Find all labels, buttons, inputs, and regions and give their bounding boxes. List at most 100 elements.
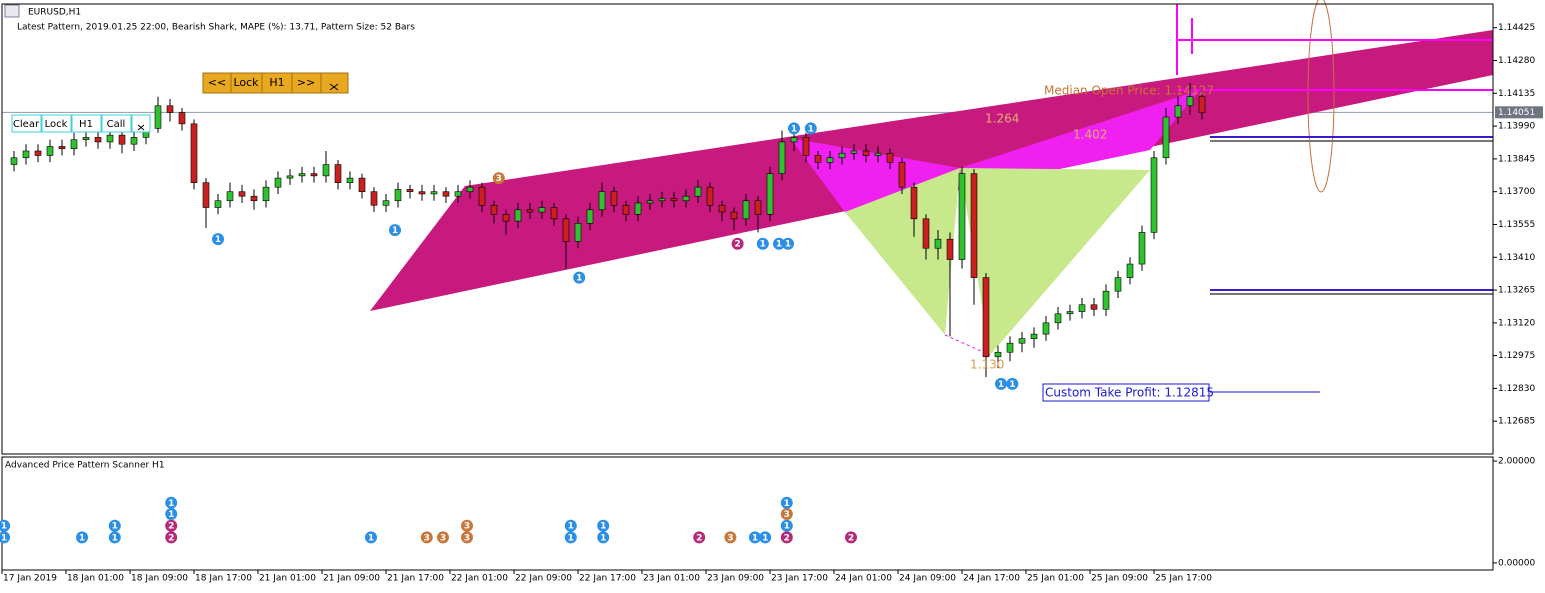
panel-button-label[interactable]: H1 — [79, 119, 93, 130]
pattern-marker — [731, 237, 744, 250]
annotations: Median Open Price: 1.14127 1.264 1.402 1… — [970, 84, 1214, 402]
panel-close-button[interactable] — [131, 114, 151, 133]
nav-toolbar: << Lock H1 >> — [202, 72, 349, 94]
ratio-label: 1.402 — [1073, 128, 1107, 142]
candle-body — [358, 177, 366, 192]
candle-body — [1138, 232, 1146, 265]
pattern-marker-label: 1 — [752, 533, 758, 543]
candle-body — [1114, 277, 1122, 292]
y-tick-label: 1.14135 — [1498, 89, 1535, 99]
candle-body — [622, 204, 630, 215]
candle-body — [1018, 338, 1026, 344]
nav-button-label[interactable]: H1 — [269, 76, 284, 89]
candle-body — [382, 200, 390, 206]
x-tick-label: 23 Jan 09:00 — [707, 574, 764, 584]
pattern-marker-label: 1 — [112, 522, 118, 532]
pattern-marker — [492, 172, 505, 185]
pattern-marker — [780, 496, 793, 509]
panel-button[interactable] — [101, 114, 132, 133]
candle-body — [238, 191, 246, 197]
candles — [10, 83, 1206, 378]
candle-body — [466, 186, 474, 192]
pattern-leg — [960, 168, 1150, 355]
candle-body — [34, 150, 42, 156]
pattern-marker — [389, 224, 401, 237]
nav-button-label[interactable]: >> — [297, 76, 315, 89]
candle-body — [574, 223, 582, 242]
candle-body — [958, 173, 966, 260]
candle-body — [802, 137, 810, 156]
pattern-zone — [790, 90, 1200, 212]
pattern-marker — [437, 531, 449, 544]
pattern-marker-label: 1 — [808, 124, 814, 134]
candle-body — [490, 204, 498, 215]
candle-body — [1030, 333, 1038, 339]
candle-body — [178, 112, 186, 125]
candle-body — [310, 173, 318, 177]
pattern-marker — [804, 122, 817, 135]
candle-body — [886, 152, 894, 163]
pattern-marker — [108, 531, 121, 544]
pattern-overlay — [370, 0, 1493, 393]
candle-body — [1066, 311, 1074, 315]
nav-close-button[interactable] — [320, 72, 349, 94]
pattern-marker-label: 1 — [784, 522, 790, 532]
candle-body — [166, 105, 174, 113]
symbol-icon — [4, 4, 20, 18]
pattern-marker-label: 1 — [600, 533, 606, 543]
candle-body — [394, 189, 402, 202]
candle-body — [298, 173, 306, 177]
candle-body — [250, 195, 258, 202]
candle-body — [274, 177, 282, 188]
panel-button-label[interactable]: Clear — [13, 119, 40, 130]
candle-body — [850, 150, 858, 154]
candle-body — [1078, 304, 1086, 312]
candle-body — [730, 211, 738, 220]
candle-body — [1042, 322, 1050, 335]
candle-body — [610, 191, 618, 206]
panel-button[interactable] — [71, 114, 102, 133]
pattern-marker-label: 1 — [215, 235, 221, 245]
panel-button[interactable] — [41, 114, 72, 133]
x-tick-label: 17 Jan 2019 — [3, 574, 57, 584]
pattern-marker-label: 2 — [696, 533, 702, 543]
candle-body — [406, 189, 414, 192]
pattern-marker-label: 2 — [848, 533, 854, 543]
pattern-marker — [461, 531, 473, 544]
x-tick-label: 22 Jan 09:00 — [515, 574, 572, 584]
candle-body — [334, 164, 342, 183]
candle-body — [934, 238, 942, 249]
candle-body — [646, 200, 654, 204]
pattern-marker — [365, 531, 377, 544]
candle-body — [130, 137, 138, 145]
panel-button[interactable] — [11, 114, 42, 133]
nav-button-label[interactable]: << — [208, 76, 226, 89]
nav-button-label[interactable]: Lock — [233, 76, 259, 89]
indicator-frame — [1, 456, 1494, 571]
pattern-marker-label: 2 — [168, 533, 174, 543]
x-tick-label: 18 Jan 17:00 — [195, 574, 252, 584]
pattern-marker — [420, 531, 433, 544]
y-tick-label: 1.14425 — [1498, 23, 1535, 33]
candle-body — [682, 195, 690, 202]
pattern-marker — [756, 237, 769, 250]
candle-body — [82, 137, 90, 140]
x-tick-label: 21 Jan 01:00 — [259, 574, 316, 584]
candle-body — [10, 157, 18, 165]
panel-button-label[interactable]: Lock — [45, 119, 68, 130]
pattern-marker-label: 2 — [168, 522, 174, 532]
pattern-marker-label: 1 — [600, 522, 606, 532]
candle-body — [502, 214, 510, 222]
pattern-marker — [788, 122, 800, 135]
pattern-marker-label: 1 — [998, 380, 1004, 390]
candle-body — [94, 137, 102, 143]
candle-body — [994, 351, 1002, 358]
candle-body — [694, 186, 702, 197]
panel-toolbar: Clear Lock H1 Call — [11, 114, 151, 133]
pattern-marker — [212, 233, 224, 246]
pattern-marker — [0, 519, 11, 532]
panel-button-label[interactable]: Call — [107, 119, 126, 130]
pattern-info: Latest Pattern, 2019.01.25 22:00, Bearis… — [17, 23, 415, 33]
pattern-marker-label: 1 — [776, 240, 782, 250]
y-tick-label: 1.12975 — [1498, 351, 1535, 361]
